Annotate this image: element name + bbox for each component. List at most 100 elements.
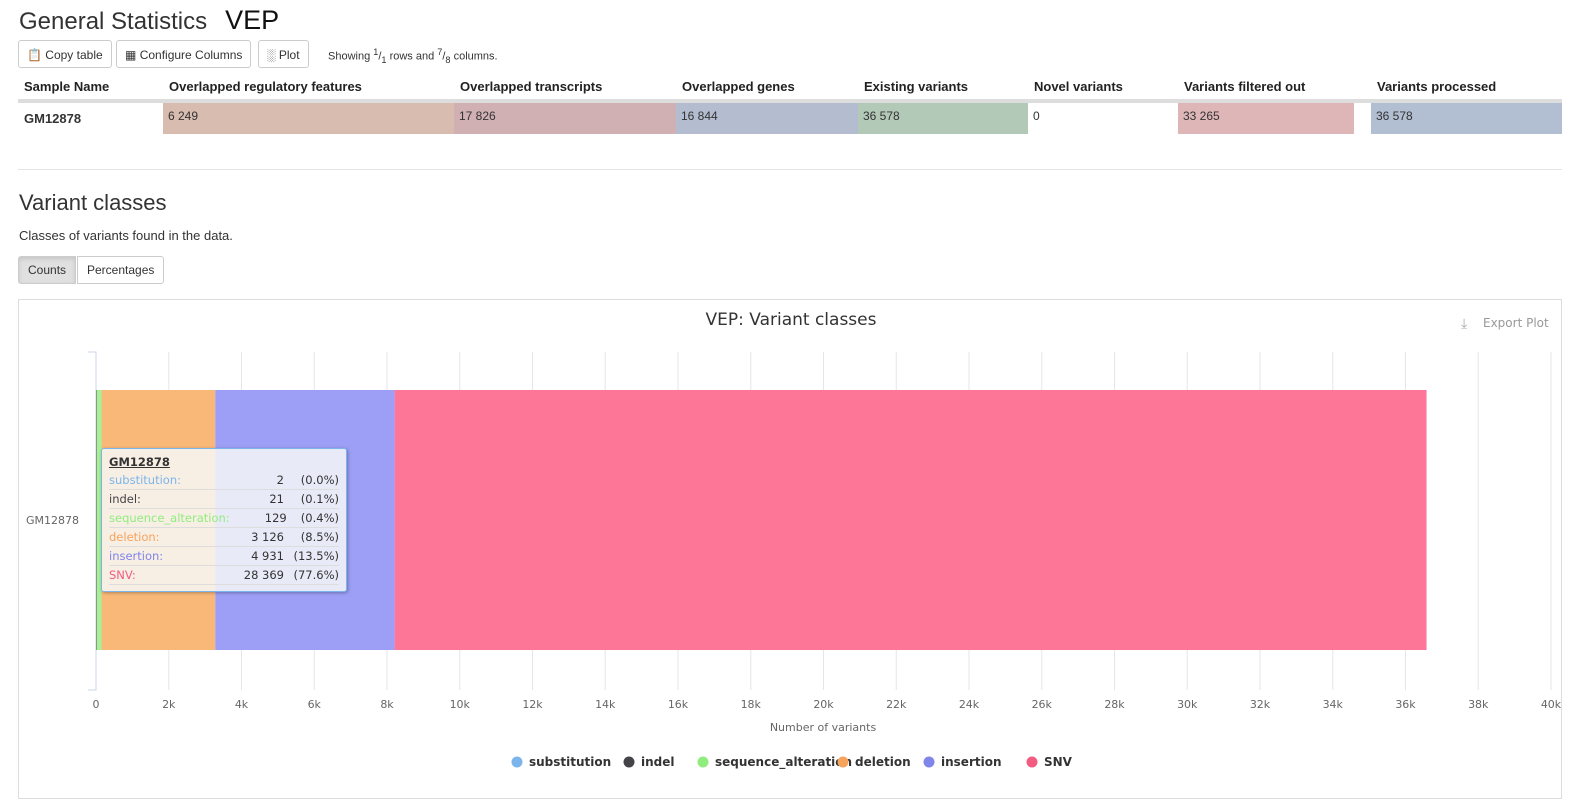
cell-bar [676, 103, 858, 134]
x-tick-label: 16k [668, 698, 689, 711]
configure-label: Configure Columns [139, 48, 243, 62]
copy-table-button[interactable]: 📋 Copy table [18, 40, 112, 68]
column-header[interactable]: Sample Name [18, 73, 163, 103]
x-tick-label: 14k [595, 698, 616, 711]
tooltip-value: 28 369 [243, 568, 284, 582]
x-tick-label: 20k [813, 698, 834, 711]
cell-bar [1371, 103, 1562, 134]
copy-label: Copy table [45, 48, 103, 62]
cell-bar [454, 103, 676, 134]
x-tick-label: 4k [235, 698, 249, 711]
tooltip-row: sequence_alteration: 129 (0.4%) [109, 509, 339, 528]
legend-marker-deletion [837, 756, 849, 768]
configure-columns-button[interactable]: ▦ Configure Columns [116, 40, 252, 68]
bar-chart-icon: ░ [267, 48, 276, 62]
general-stats-table: Sample Name Overlapped regulatory featur… [18, 73, 1562, 134]
legend-item-sequence_alteration: sequence_alteration [715, 755, 852, 770]
x-tick-label: 0 [93, 698, 100, 711]
legend-marker-insertion [923, 756, 935, 768]
tooltip-row: deletion: 3 126 (8.5%) [109, 528, 339, 547]
x-tick-label: 6k [308, 698, 322, 711]
column-header[interactable]: Variants processed [1371, 73, 1562, 103]
cell-value: 0 [1033, 108, 1040, 123]
stat-cell: 0 [1028, 101, 1178, 134]
sample-name-cell: GM12878 [24, 111, 82, 126]
legend-item-indel: indel [641, 755, 675, 769]
grid-icon: ▦ [125, 48, 137, 62]
x-axis-label: Number of variants [770, 721, 877, 734]
chart-title: VEP: Variant classes [706, 310, 877, 330]
cell-value: 33 265 [1183, 108, 1220, 123]
legend-item-SNV: SNV [1044, 755, 1073, 769]
column-header[interactable]: Existing variants [858, 73, 1028, 103]
x-tick-label: 18k [741, 698, 762, 711]
bar-indel [96, 390, 97, 650]
tooltip-value: 129 [264, 511, 287, 525]
tooltip-series: sequence_alteration: [109, 511, 230, 525]
stat-cell: 33 265 [1178, 101, 1371, 134]
column-header[interactable]: Overlapped genes [676, 73, 858, 103]
subtitle: VEP [225, 5, 280, 35]
plot-label: Plot [278, 48, 300, 62]
tooltip-row: substitution: 2 (0.0%) [109, 471, 339, 490]
stat-cell: 17 826 [454, 101, 676, 134]
column-header[interactable]: Overlapped regulatory features [163, 73, 454, 103]
plot-button[interactable]: ░ Plot [258, 40, 309, 68]
legend-marker-indel [623, 756, 635, 768]
x-tick-label: 28k [1104, 698, 1125, 711]
x-tick-label: 26k [1032, 698, 1053, 711]
y-category-label: GM12878 [26, 514, 79, 527]
tooltip: GM12878 substitution: 2 (0.0%) indel: 21 (0.1… [101, 448, 347, 592]
x-tick-label: 10k [450, 698, 471, 711]
stat-cell: 36 578 [858, 101, 1028, 134]
legend-item-insertion: insertion [941, 755, 1002, 769]
column-header[interactable]: Novel variants [1028, 73, 1178, 103]
x-tick-label: 36k [1395, 698, 1416, 711]
y-axis-line [88, 351, 97, 691]
cell-value: 36 578 [1376, 108, 1413, 123]
x-tick-label: 22k [886, 698, 907, 711]
tooltip-row: insertion: 4 931 (13.5%) [109, 547, 339, 566]
tooltip-value: 3 126 [251, 530, 284, 544]
cell-value: 16 844 [681, 108, 718, 123]
page-title: General Statistics VEP [19, 5, 279, 36]
legend-item-deletion: deletion [855, 755, 911, 769]
cell-value: 36 578 [863, 108, 900, 123]
x-tick-label: 38k [1468, 698, 1489, 711]
legend-item-substitution: substitution [529, 755, 611, 769]
tooltip-row: SNV: 28 369 (77.6%) [109, 566, 339, 585]
tooltip-series: substitution: [109, 473, 181, 487]
tooltip-pct: (0.1%) [300, 492, 339, 506]
column-header[interactable]: Overlapped transcripts [454, 73, 676, 103]
table-row: GM12878 6 249 17 826 16 844 36 578 0 33 265 36… [18, 101, 1562, 134]
divider [18, 169, 1562, 170]
export-plot-label: Export Plot [1483, 316, 1549, 330]
legend-marker-sequence_alteration [697, 756, 709, 768]
x-tick-label: 32k [1250, 698, 1271, 711]
percentages-toggle[interactable]: Percentages [77, 256, 165, 284]
stat-cell: 36 578 [1371, 101, 1562, 134]
column-header[interactable]: Variants filtered out [1178, 73, 1371, 103]
tooltip-value: 2 [276, 473, 284, 487]
cell-value: 6 249 [168, 108, 199, 123]
cell-bar [858, 103, 1028, 134]
x-tick-label: 24k [959, 698, 980, 711]
title-text: General Statistics [19, 8, 208, 35]
tooltip-value: 4 931 [251, 549, 284, 563]
clipboard-icon: 📋 [27, 48, 42, 62]
showing-text: Showing 1/1 rows and 7/8 columns. [328, 47, 498, 65]
x-tick-label: 8k [380, 698, 394, 711]
section-title: Variant classes [19, 190, 167, 215]
tooltip-series: indel: [109, 492, 141, 506]
x-tick-label: 30k [1177, 698, 1198, 711]
cell-bar [1178, 103, 1354, 134]
download-icon: ⤓ [1461, 316, 1467, 332]
x-tick-label: 12k [522, 698, 543, 711]
x-tick-label: 2k [162, 698, 176, 711]
legend-marker-SNV [1026, 756, 1038, 768]
counts-toggle[interactable]: Counts [18, 256, 77, 284]
tooltip-pct: (8.5%) [300, 530, 339, 544]
cell-bar [163, 103, 454, 134]
section-description: Classes of variants found in the data. [19, 228, 233, 243]
bar-SNV [394, 390, 1427, 650]
